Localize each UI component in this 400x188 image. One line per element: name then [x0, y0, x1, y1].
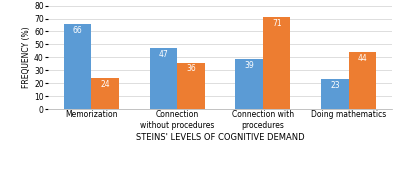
Text: 47: 47	[158, 50, 168, 59]
X-axis label: STEINS' LEVELS OF COGNITIVE DEMAND: STEINS' LEVELS OF COGNITIVE DEMAND	[136, 133, 304, 142]
Y-axis label: FREQUENCY (%): FREQUENCY (%)	[22, 27, 31, 88]
Bar	[236, 59, 263, 109]
Text: 24: 24	[100, 80, 110, 89]
Bar	[263, 17, 290, 109]
Bar	[64, 24, 91, 109]
Bar	[349, 52, 376, 109]
Text: 71: 71	[272, 19, 282, 28]
Text: 36: 36	[186, 64, 196, 74]
Bar	[91, 78, 119, 109]
Bar	[321, 79, 349, 109]
Bar	[150, 48, 177, 109]
Text: 39: 39	[244, 61, 254, 70]
Text: 66: 66	[72, 26, 82, 35]
Text: 44: 44	[358, 54, 368, 63]
Bar	[177, 63, 204, 109]
Text: 23: 23	[330, 81, 340, 90]
